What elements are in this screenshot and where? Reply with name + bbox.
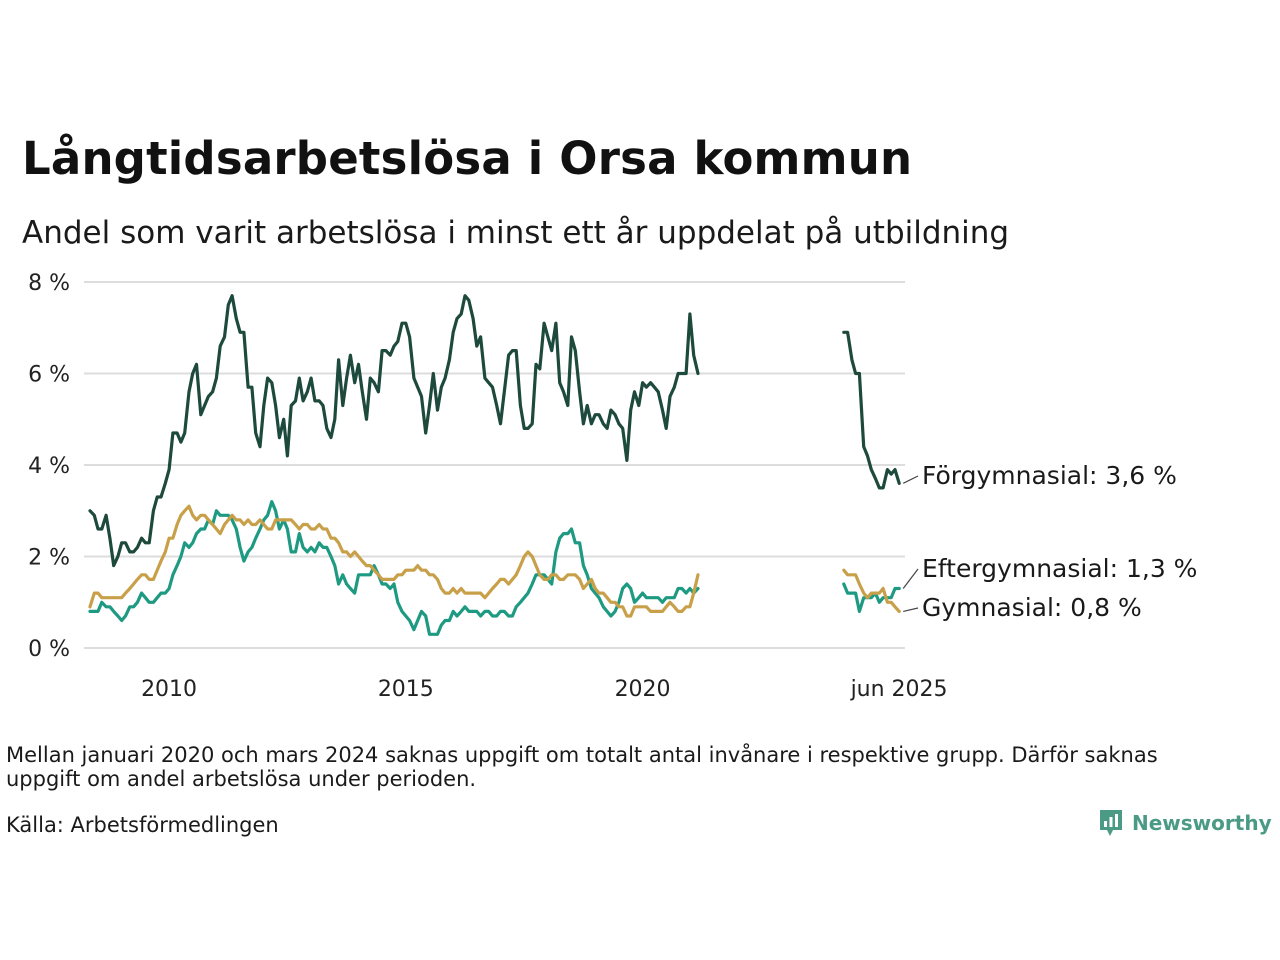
x-tick-label: jun 2025 [850, 677, 948, 702]
chart-subtitle: Andel som varit arbetslösa i minst ett å… [22, 215, 1010, 251]
x-tick-label: 2010 [141, 677, 197, 702]
x-axis: 2010 2015 2020 jun 2025 [141, 677, 947, 702]
footnote: Mellan januari 2020 och mars 2024 saknas… [6, 743, 1158, 791]
y-axis: 0 % 2 % 4 % 6 % 8 % [28, 271, 70, 662]
series-end-label-eftergymnasial: Eftergymnasial: 1,3 % [922, 554, 1197, 583]
y-tick-label: 2 % [28, 546, 70, 571]
series-line-eftergymnasial [842, 582, 901, 613]
brand-name: Newsworthy [1132, 811, 1272, 835]
source-note: Källa: Arbetsförmedlingen [6, 813, 279, 837]
y-tick-label: 8 % [28, 271, 70, 296]
series-line-förgymnasial [842, 330, 901, 490]
chart-title: Långtidsarbetslösa i Orsa kommun [22, 132, 913, 185]
y-tick-label: 0 % [28, 637, 70, 662]
line-chart: 0 % 2 % 4 % 6 % 8 % 2010 2015 2020 jun 2025 För… [28, 271, 1197, 702]
series-line-gymnasial [842, 568, 901, 613]
label-connector-gymnasial [903, 607, 919, 612]
label-connector-förgymnasial [902, 475, 919, 484]
series-line-eftergymnasial [88, 500, 700, 636]
series-end-label-gymnasial: Gymnasial: 0,8 % [922, 593, 1142, 622]
series-line-gymnasial [88, 504, 700, 618]
series-end-labels: Förgymnasial: 3,6 % Eftergymnasial: 1,3 %… [902, 461, 1197, 622]
brand-logo: Newsworthy [1098, 808, 1272, 838]
series-end-label-förgymnasial: Förgymnasial: 3,6 % [922, 461, 1177, 490]
newsworthy-logo-icon [1100, 810, 1122, 836]
series-lines [88, 294, 901, 636]
grid-lines [84, 281, 905, 649]
label-connector-eftergymnasial [902, 568, 919, 589]
y-tick-label: 6 % [28, 363, 70, 388]
y-tick-label: 4 % [28, 454, 70, 479]
x-tick-label: 2015 [378, 677, 434, 702]
series-line-förgymnasial [88, 294, 700, 568]
x-tick-label: 2020 [615, 677, 671, 702]
